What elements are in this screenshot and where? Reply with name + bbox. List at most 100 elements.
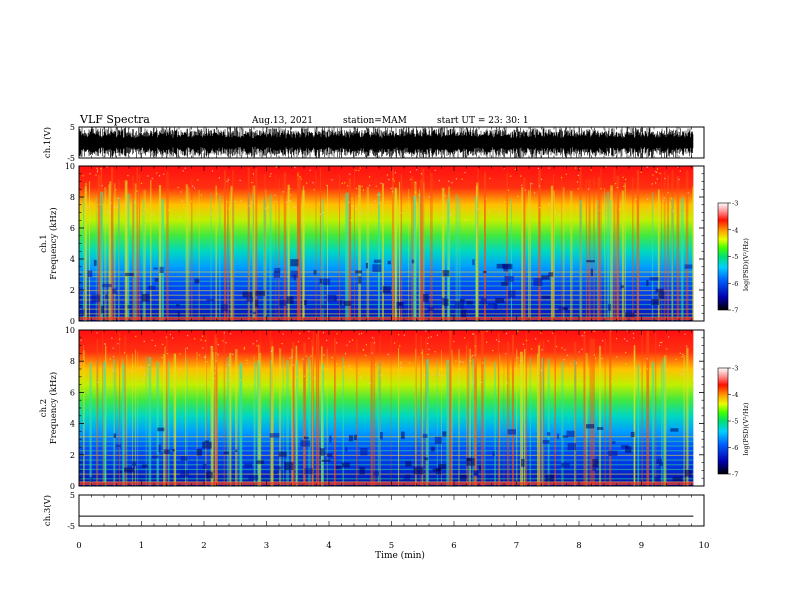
low-psd-patch <box>562 435 568 438</box>
speckle <box>344 182 346 184</box>
sferic-burst <box>188 187 190 321</box>
speckle <box>228 364 230 366</box>
speckle <box>142 378 144 380</box>
speckle <box>640 171 642 173</box>
speckle <box>436 334 438 336</box>
low-psd-patch <box>492 451 495 457</box>
sferic-burst <box>345 192 347 321</box>
low-psd-patch <box>206 299 215 302</box>
narrowband-line <box>79 316 694 318</box>
speckle <box>179 353 181 355</box>
sferic-burst <box>186 357 188 486</box>
speckle <box>348 365 350 367</box>
speckle <box>313 377 315 379</box>
speckle <box>197 179 199 181</box>
sferic-burst <box>113 183 116 321</box>
sferic-burst <box>227 177 229 321</box>
speckle <box>275 201 277 203</box>
low-psd-patch <box>87 270 93 278</box>
speckle <box>140 182 143 184</box>
sferic-burst <box>671 197 673 321</box>
sferic-burst <box>296 360 299 486</box>
sferic-burst <box>421 349 424 486</box>
speckle <box>86 207 88 209</box>
sferic-burst <box>507 341 508 486</box>
sferic-burst <box>278 348 282 486</box>
speckle <box>270 173 272 175</box>
sferic-burst <box>484 357 486 486</box>
sferic-burst <box>476 185 478 321</box>
speckle <box>274 194 276 196</box>
sferic-burst <box>494 361 496 486</box>
speckle <box>210 346 212 348</box>
low-psd-patch <box>180 470 189 477</box>
speckle <box>632 332 635 335</box>
speckle <box>464 219 466 222</box>
speckle <box>355 208 357 210</box>
sferic-burst <box>651 192 654 321</box>
sferic-burst <box>134 183 137 321</box>
speckle <box>652 174 654 176</box>
sferic-burst <box>415 333 417 486</box>
low-psd-patch <box>654 476 661 482</box>
speckle <box>575 207 578 209</box>
speckle <box>358 333 360 335</box>
low-psd-patch <box>459 474 467 480</box>
speckle <box>431 374 433 376</box>
low-psd-patch <box>244 463 253 468</box>
speckle <box>204 340 206 342</box>
low-psd-patch <box>252 311 257 315</box>
speckle <box>668 215 670 217</box>
y-tick-label: 8 <box>70 357 75 366</box>
speckle <box>199 354 201 356</box>
low-psd-patch <box>89 477 93 483</box>
sferic-burst <box>355 339 358 486</box>
speckle <box>281 368 283 371</box>
sferic-burst <box>497 332 500 486</box>
colorbar-tick-label: -6 <box>732 280 738 288</box>
sferic-burst <box>484 174 486 321</box>
speckle <box>290 376 292 378</box>
speckle <box>226 379 228 381</box>
speckle <box>434 169 436 171</box>
speckle <box>322 332 325 334</box>
speckle <box>458 381 460 383</box>
speckle <box>471 381 473 383</box>
sferic-burst <box>309 360 311 486</box>
sferic-burst <box>292 342 295 486</box>
low-psd-patch <box>630 431 635 438</box>
sferic-burst <box>319 168 321 321</box>
low-psd-patch <box>382 286 391 294</box>
low-frequency-band <box>79 317 694 320</box>
low-psd-patch <box>321 459 331 462</box>
y-axis-label: ch.1 <box>39 234 49 252</box>
sferic-burst <box>307 356 310 486</box>
speckle <box>510 175 512 177</box>
sferic-burst <box>168 361 170 486</box>
sferic-burst <box>449 330 452 486</box>
speckle <box>324 382 326 384</box>
low-psd-patch <box>658 291 665 299</box>
sferic-burst <box>481 331 484 486</box>
speckle <box>600 188 602 190</box>
low-psd-patch <box>278 451 287 457</box>
speckle <box>473 333 475 335</box>
speckle <box>593 330 595 333</box>
x-tick-label: 0 <box>76 541 81 551</box>
speckle <box>101 185 103 187</box>
sferic-burst <box>118 197 120 321</box>
speckle <box>297 341 300 343</box>
speckle <box>499 212 501 214</box>
speckle <box>538 185 541 187</box>
speckle <box>179 215 182 218</box>
speckle <box>231 370 233 372</box>
sferic-burst <box>455 195 459 321</box>
low-psd-patch <box>621 444 629 449</box>
speckle <box>408 362 410 364</box>
speckle <box>106 166 108 168</box>
sferic-burst <box>214 334 217 486</box>
narrowband-line <box>79 440 694 442</box>
speckle <box>312 182 314 184</box>
low-psd-patch <box>501 264 511 268</box>
low-psd-patch <box>684 264 693 269</box>
